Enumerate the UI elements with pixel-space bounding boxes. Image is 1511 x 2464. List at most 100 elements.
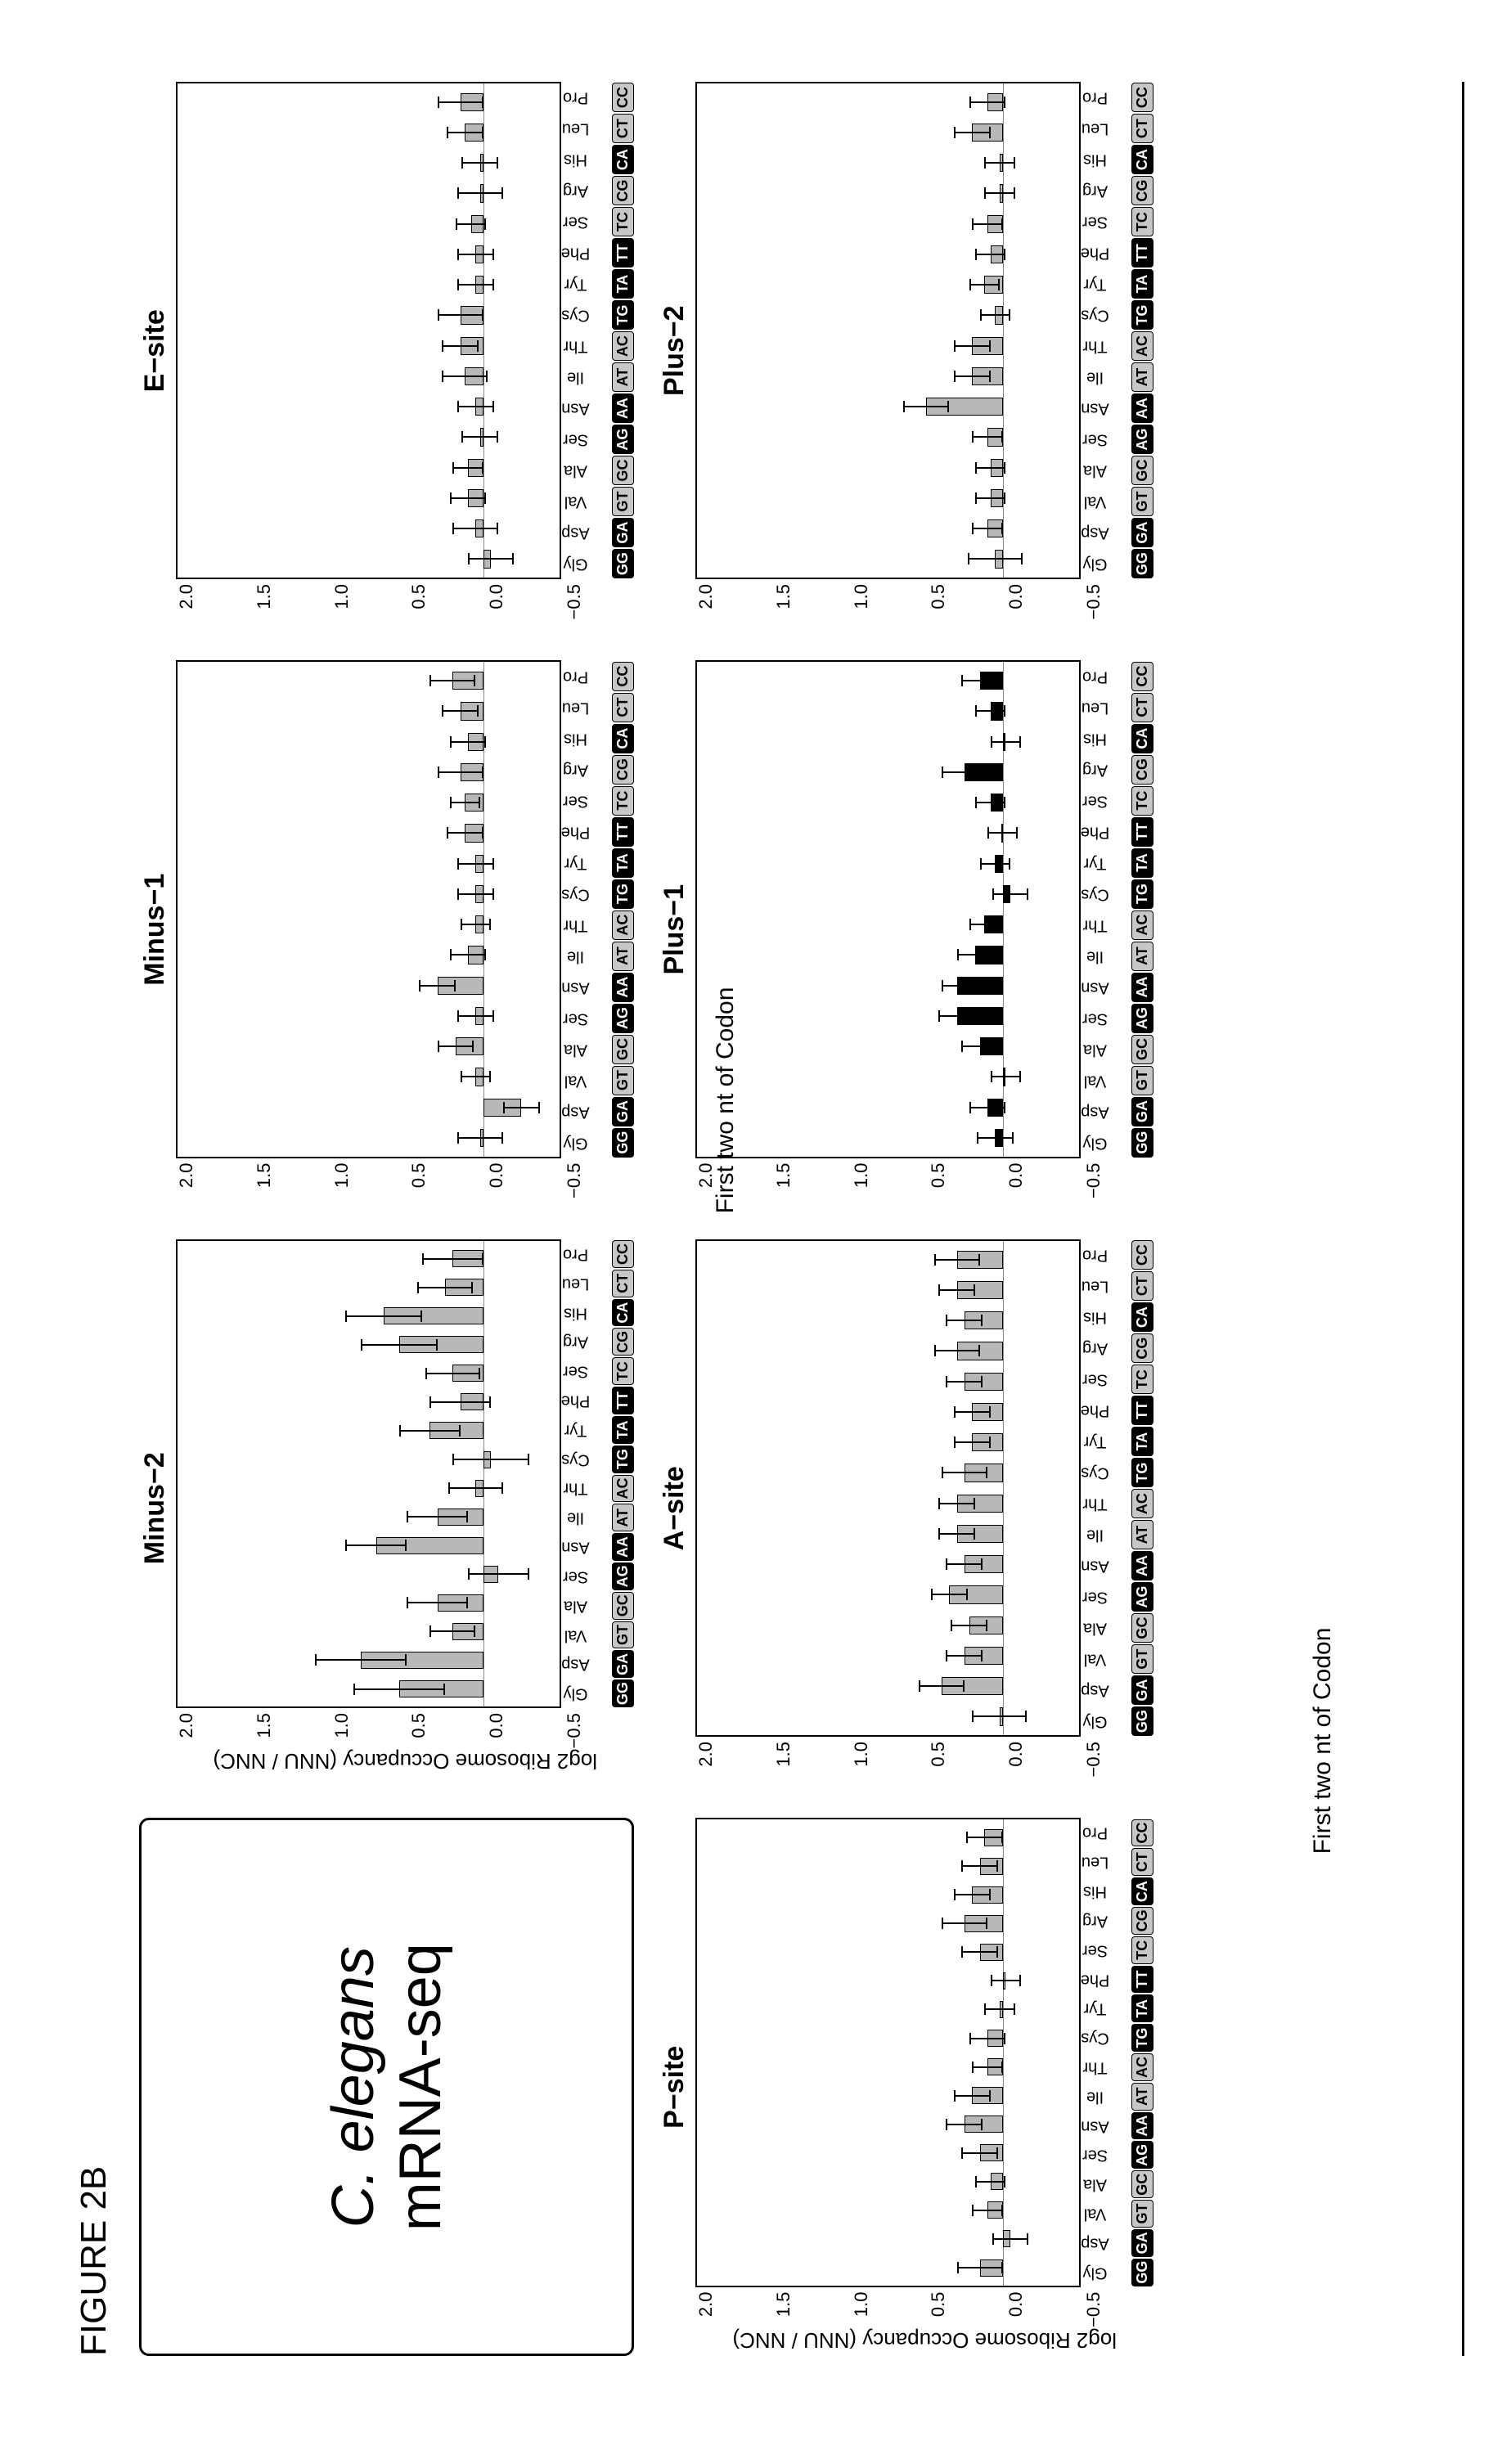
plot-area: GlyAspValAlaSerAsnIleThrCysTyrPheSerArgH…: [176, 661, 634, 1158]
codon-badge: CA: [612, 145, 634, 174]
x-label: Val: [561, 1621, 610, 1650]
x-label: His: [561, 1298, 610, 1328]
x-label: Cys: [1081, 299, 1130, 330]
x-label: Asp: [561, 517, 610, 548]
bar-col: [178, 1503, 560, 1531]
error-bar: [438, 101, 483, 103]
y-tick: 1.5: [254, 1163, 275, 1189]
aa-label: Pro: [563, 1244, 588, 1263]
error-bar: [942, 1922, 987, 1924]
aa-label: Ser: [1082, 1588, 1108, 1607]
bar-col: [178, 1273, 560, 1302]
error-bar: [984, 192, 1014, 194]
error-bar: [938, 1015, 975, 1017]
error-bar: [961, 1865, 998, 1867]
panel-plus2: Plus−22.01.51.00.50.0−0.5GlyAspValAlaSer…: [659, 82, 1153, 620]
bar-col: [178, 1302, 560, 1330]
error-bar: [954, 1894, 991, 1895]
codon-badge: TA: [1131, 1427, 1153, 1456]
x-label: Gly: [1081, 1706, 1130, 1737]
aa-label: Val: [564, 1625, 587, 1644]
x-label: Arg: [561, 1328, 610, 1357]
codon-badge: GC: [612, 1035, 634, 1064]
x-label: Ala: [1081, 455, 1130, 486]
codon-badge: AT: [612, 1504, 634, 1531]
x-label: Thr: [1081, 2053, 1130, 2082]
y-tick: 1.5: [773, 1163, 794, 1189]
x-label: Tyr: [561, 848, 610, 879]
bar-col: [697, 726, 1079, 757]
x-label: Ile: [1081, 2082, 1130, 2111]
x-label: Thr: [561, 330, 610, 362]
aa-label: Asn: [1081, 399, 1109, 418]
y-tick: −0.5: [1083, 1742, 1104, 1777]
error-bar: [969, 1107, 1006, 1108]
error-bar: [975, 710, 1005, 712]
x-label: Ser: [1081, 785, 1130, 816]
x-label: Leu: [561, 113, 610, 144]
codon-badge: CG: [612, 1329, 634, 1356]
codon-badge: CA: [1131, 724, 1153, 753]
x-label: Thr: [1081, 910, 1130, 941]
codon-badge: GG: [612, 549, 634, 578]
bar-col: [178, 270, 560, 300]
y-tick: 1.0: [331, 584, 353, 609]
aa-label: Ser: [563, 430, 588, 449]
bar-col: [178, 239, 560, 269]
codon-badge: CA: [1131, 1877, 1153, 1905]
codon-badge: GC: [612, 1592, 634, 1620]
error-bar: [975, 254, 1005, 255]
codon-row: GGGAGTGCAGAAATACTGTATTTCCGCACTCC: [1131, 1239, 1153, 1737]
x-label: Val: [1081, 2199, 1130, 2228]
codon-badge: AA: [1131, 2112, 1153, 2140]
bar-col: [697, 1640, 1079, 1670]
error-bar: [315, 1659, 407, 1661]
aa-label: Ser: [1082, 430, 1108, 449]
bar-col: [697, 1518, 1079, 1549]
error-bar: [984, 2008, 1014, 2010]
error-bar: [972, 223, 1002, 225]
error-bar: [969, 2038, 1006, 2039]
error-bar: [980, 314, 1010, 316]
organism-label: C. elegans: [320, 1946, 387, 2228]
x-label: Asp: [1081, 2228, 1130, 2258]
aa-label: Phe: [561, 244, 591, 263]
aa-label: Cys: [1081, 306, 1109, 325]
aa-label: Val: [1084, 492, 1106, 511]
codon-badge: GA: [612, 1650, 634, 1678]
aa-label: Arg: [1082, 182, 1108, 200]
chart-wrap: 2.01.51.00.50.0−0.5GlyAspValAlaSerAsnIle…: [695, 82, 1153, 620]
codon-row: GGGAGTGCAGAAATACTGTATTTCCGCACTCC: [1131, 82, 1153, 579]
bar-col: [697, 422, 1079, 452]
bar-col: [697, 666, 1079, 696]
x-label: Val: [1081, 486, 1130, 517]
codon-badge: GA: [1131, 2229, 1153, 2257]
codon-badge: AA: [1131, 973, 1153, 1002]
bar-col: [178, 1359, 560, 1387]
bar-col: [178, 330, 560, 361]
error-bar: [457, 254, 494, 255]
error-bar: [975, 497, 1005, 499]
x-label: His: [1081, 144, 1130, 175]
aa-label: Asp: [1081, 524, 1109, 542]
bars-box: [176, 1239, 561, 1708]
error-bar: [961, 680, 998, 681]
bar-col: [697, 544, 1079, 574]
codon-badge: CT: [1131, 1271, 1153, 1301]
x-label: Gly: [1081, 548, 1130, 579]
y-tick: 1.0: [331, 1163, 353, 1189]
aa-label: Arg: [563, 760, 588, 779]
x-label: Asp: [1081, 1096, 1130, 1127]
bar-col: [697, 1336, 1079, 1366]
x-label: Ala: [561, 1034, 610, 1065]
x-label: Tyr: [1081, 1426, 1130, 1457]
bar-col: [178, 1032, 560, 1062]
codon-badge: AC: [1131, 1489, 1153, 1518]
y-tick: 0.5: [928, 584, 949, 609]
codon-badge: CC: [612, 83, 634, 112]
aa-label: Ala: [564, 1596, 587, 1615]
bar-col: [178, 1446, 560, 1474]
x-label: Phe: [1081, 1965, 1130, 1994]
x-label: Arg: [1081, 754, 1130, 785]
y-tick: 0.0: [486, 1163, 507, 1189]
